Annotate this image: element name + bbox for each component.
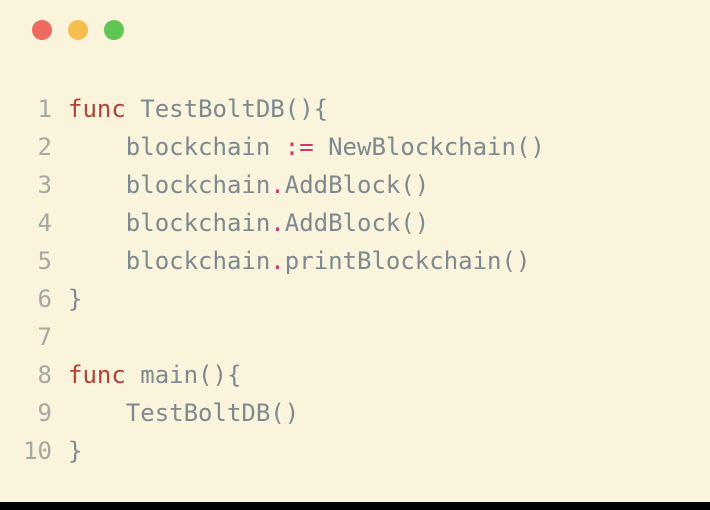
maximize-icon[interactable] [104, 20, 124, 40]
token-paren: ) [415, 209, 429, 237]
line-number: 7 [20, 318, 68, 356]
token-brace: { [314, 95, 328, 123]
token-op: . [270, 247, 284, 275]
code-content: blockchain := NewBlockchain() [68, 128, 545, 166]
code-content: blockchain.AddBlock() [68, 204, 429, 242]
code-content: blockchain.AddBlock() [68, 166, 429, 204]
token-fn: TestBoltDB [140, 95, 285, 123]
token-fn: AddBlock [285, 209, 401, 237]
code-line: 9 TestBoltDB() [20, 394, 690, 432]
token-brace: { [227, 361, 241, 389]
token-sp [126, 361, 140, 389]
code-editor: 1func TestBoltDB(){2 blockchain := NewBl… [0, 60, 710, 470]
token-op: . [270, 209, 284, 237]
code-content: TestBoltDB() [68, 394, 299, 432]
token-paren: ( [198, 361, 212, 389]
code-line: 3 blockchain.AddBlock() [20, 166, 690, 204]
token-op: . [270, 171, 284, 199]
token-paren: ( [270, 399, 284, 427]
token-fn: main [140, 361, 198, 389]
code-content: func TestBoltDB(){ [68, 90, 328, 128]
code-line: 1func TestBoltDB(){ [20, 90, 690, 128]
code-line: 7 [20, 318, 690, 356]
token-ident: blockchain [126, 247, 271, 275]
token-paren: ) [213, 361, 227, 389]
line-number: 2 [20, 128, 68, 166]
token-paren: ) [299, 95, 313, 123]
line-number: 8 [20, 356, 68, 394]
line-number: 3 [20, 166, 68, 204]
token-paren: ( [400, 171, 414, 199]
token-fn: NewBlockchain [328, 133, 516, 161]
code-line: 6} [20, 280, 690, 318]
token-paren: ( [516, 133, 530, 161]
token-sp [270, 133, 284, 161]
token-op: := [285, 133, 314, 161]
code-line: 8func main(){ [20, 356, 690, 394]
code-line: 10} [20, 432, 690, 470]
code-line: 2 blockchain := NewBlockchain() [20, 128, 690, 166]
token-paren: ( [502, 247, 516, 275]
line-number: 6 [20, 280, 68, 318]
close-icon[interactable] [32, 20, 52, 40]
code-content: func main(){ [68, 356, 241, 394]
window-titlebar [0, 0, 710, 60]
token-ident: blockchain [126, 171, 271, 199]
token-paren: ) [415, 171, 429, 199]
token-paren: ) [285, 399, 299, 427]
token-paren: ) [516, 247, 530, 275]
code-line: 5 blockchain.printBlockchain() [20, 242, 690, 280]
code-line: 4 blockchain.AddBlock() [20, 204, 690, 242]
line-number: 5 [20, 242, 68, 280]
line-number: 1 [20, 90, 68, 128]
line-number: 9 [20, 394, 68, 432]
line-number: 10 [20, 432, 68, 470]
token-paren: ( [400, 209, 414, 237]
token-paren: ( [285, 95, 299, 123]
code-content: blockchain.printBlockchain() [68, 242, 530, 280]
token-kw: func [68, 95, 126, 123]
bottom-bar [0, 502, 710, 510]
token-fn: AddBlock [285, 171, 401, 199]
code-content: } [68, 280, 82, 318]
token-ident: blockchain [126, 133, 271, 161]
token-sp [314, 133, 328, 161]
token-brace: } [68, 437, 82, 465]
token-paren: ) [530, 133, 544, 161]
token-sp [126, 95, 140, 123]
line-number: 4 [20, 204, 68, 242]
minimize-icon[interactable] [68, 20, 88, 40]
token-ident: blockchain [126, 209, 271, 237]
token-fn: TestBoltDB [126, 399, 271, 427]
token-fn: printBlockchain [285, 247, 502, 275]
token-brace: } [68, 285, 82, 313]
code-window: 1func TestBoltDB(){2 blockchain := NewBl… [0, 0, 710, 510]
code-content: } [68, 432, 82, 470]
token-kw: func [68, 361, 126, 389]
